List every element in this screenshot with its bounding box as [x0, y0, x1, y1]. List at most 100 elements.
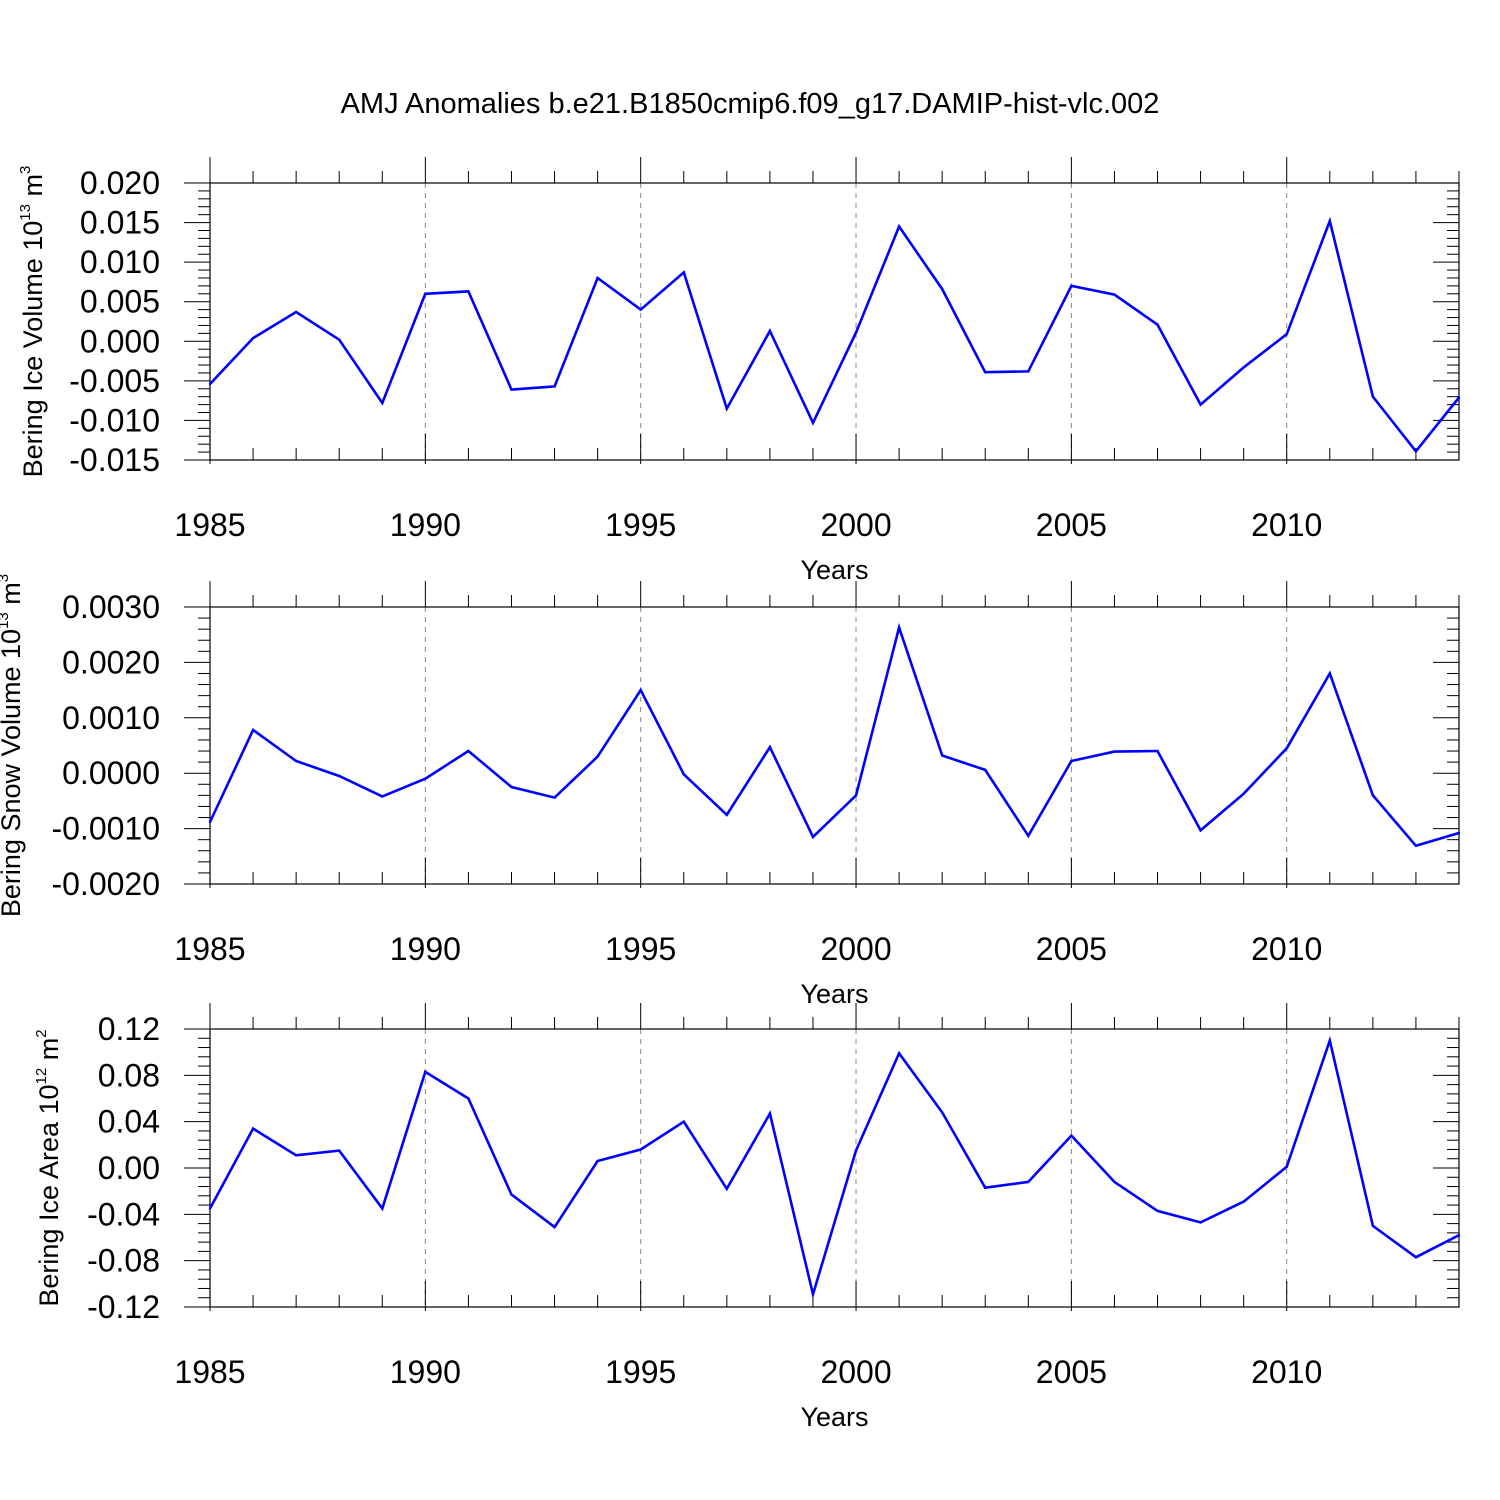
data-point — [1156, 1209, 1159, 1213]
x-tick-label: 2000 — [820, 931, 891, 967]
data-point — [940, 1111, 944, 1114]
x-tick-label: 2000 — [820, 507, 891, 543]
x-tick-label: 1990 — [390, 1354, 461, 1390]
data-point — [381, 401, 384, 405]
data-point — [682, 773, 685, 776]
x-tick-label: 2000 — [820, 1354, 891, 1390]
data-point — [596, 755, 599, 758]
data-point — [251, 1127, 255, 1130]
x-tick-label: 2005 — [1036, 507, 1107, 543]
x-tick-label: 1995 — [605, 1354, 676, 1390]
x-tick-label: 2005 — [1036, 931, 1107, 967]
data-point — [854, 794, 858, 797]
data-point — [1457, 396, 1461, 399]
plot-frame — [209, 182, 1460, 461]
data-point — [294, 759, 298, 763]
y-tick-label: 0.005 — [80, 284, 160, 320]
panel-3: 1985 1990 1995 2000 2005 2010 Years 0.12 0.08 0.0… — [33, 1003, 1461, 1432]
panel-2: 1985 1990 1995 2000 2005 2010 Years 0.0030 0.002… — [0, 574, 1461, 1009]
data-point — [940, 754, 944, 757]
x-tick-label: 2010 — [1251, 507, 1322, 543]
data-point — [1328, 672, 1331, 675]
data-point — [208, 820, 212, 824]
data-point — [984, 1186, 987, 1189]
data-point — [467, 290, 470, 293]
data-point — [1199, 403, 1202, 406]
data-point — [639, 308, 642, 311]
data-point — [725, 813, 729, 816]
data-point — [1328, 1039, 1331, 1042]
data-point — [854, 331, 858, 334]
data-point — [424, 1070, 427, 1074]
data-point — [294, 310, 298, 314]
y-axis-label: Bering Snow Volume 1013 m3 — [0, 574, 26, 917]
data-point — [1328, 219, 1331, 223]
data-point — [639, 688, 642, 692]
y-tick-label: -0.08 — [87, 1243, 160, 1279]
data-point — [1285, 332, 1288, 336]
data-point — [768, 329, 772, 333]
y-tick-label: -0.005 — [69, 363, 160, 399]
series-line — [208, 622, 1460, 848]
data-point — [467, 1097, 470, 1100]
plot-frame — [209, 1028, 1460, 1308]
x-tick-label: 1995 — [605, 931, 676, 967]
x-tick-label: 1995 — [605, 507, 676, 543]
x-axis-label: Years — [800, 1402, 868, 1432]
data-point — [984, 370, 987, 374]
data-point — [1242, 1200, 1245, 1203]
data-point — [1414, 450, 1418, 453]
data-point — [811, 421, 815, 425]
data-point — [1371, 794, 1375, 797]
y-axis-label: Bering Ice Volume 1013 m3 — [17, 166, 48, 478]
data-point — [854, 1149, 858, 1152]
series-line — [208, 1035, 1460, 1300]
x-axis-label: Years — [800, 979, 868, 1009]
data-point — [1457, 1233, 1461, 1237]
y-tick-label: 0.020 — [80, 165, 160, 201]
data-point — [1070, 1134, 1073, 1137]
data-point — [768, 1112, 772, 1115]
data-point — [424, 292, 427, 295]
y-tick-label: 0.08 — [98, 1057, 160, 1093]
x-tick-label: 1990 — [390, 507, 461, 543]
data-point — [553, 385, 556, 388]
data-point — [984, 768, 987, 772]
data-point — [596, 1159, 599, 1163]
data-point — [251, 336, 255, 340]
data-point — [1156, 749, 1159, 753]
y-tick-label: 0.0020 — [62, 644, 160, 680]
data-point — [1414, 844, 1418, 847]
y-tick-label: -0.010 — [69, 402, 160, 438]
data-point — [338, 1149, 341, 1152]
data-point — [1414, 1255, 1418, 1259]
data-point — [338, 774, 341, 778]
panel-1: 1985 1990 1995 2000 2005 2010Years0.0200.0150… — [17, 157, 1461, 585]
data-point — [1156, 323, 1159, 326]
data-point — [1457, 831, 1461, 835]
data-point — [510, 785, 513, 789]
data-point — [1070, 284, 1073, 288]
data-point — [208, 1207, 212, 1210]
y-tick-label: 0.0010 — [62, 700, 160, 736]
data-point — [208, 382, 212, 386]
data-point — [381, 1207, 384, 1210]
y-tick-label: -0.015 — [69, 442, 160, 478]
data-point — [1113, 293, 1116, 296]
figure-title: AMJ Anomalies b.e21.B1850cmip6.f09_g17.D… — [340, 88, 1160, 120]
y-tick-label: -0.12 — [87, 1289, 160, 1325]
y-tick-label: 0.000 — [80, 323, 160, 359]
x-axis-label: Years — [800, 555, 868, 585]
data-point — [467, 749, 470, 753]
data-point — [811, 1293, 815, 1296]
data-point — [1027, 1180, 1030, 1184]
data-point — [1285, 747, 1288, 750]
data-point — [251, 728, 255, 732]
y-tick-label: 0.010 — [80, 244, 160, 280]
data-point — [897, 1052, 901, 1055]
data-point — [510, 1193, 513, 1196]
data-point — [1371, 1224, 1375, 1228]
data-point — [553, 796, 556, 799]
data-point — [424, 777, 427, 780]
